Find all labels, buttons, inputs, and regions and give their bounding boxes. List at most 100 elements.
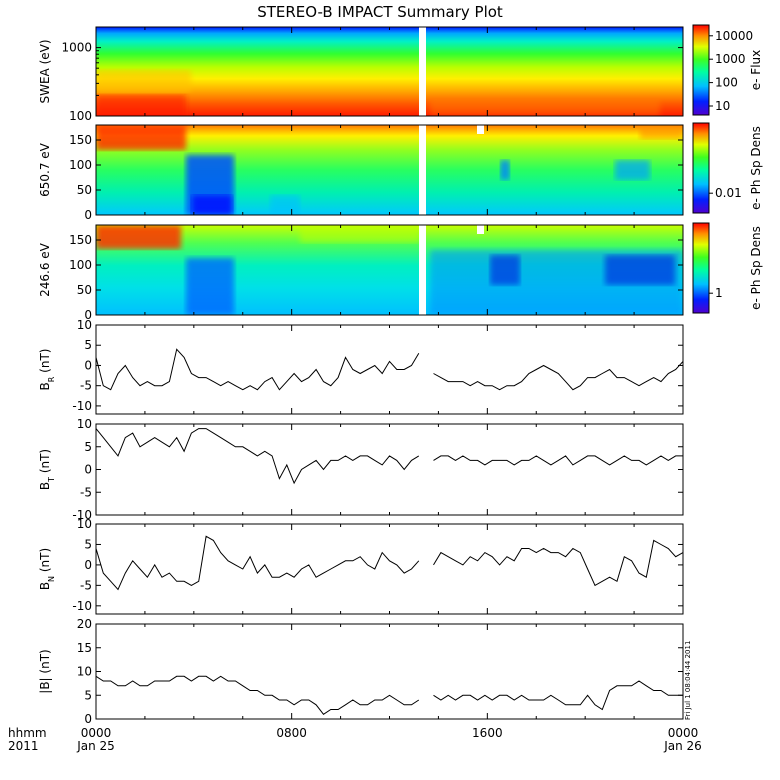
- pad246-data-gap: [419, 225, 426, 315]
- br-ytick-label: 0: [84, 358, 92, 372]
- pad650-ylabel: 650.7 eV: [38, 142, 52, 197]
- bn-ylabel-unit: (nT): [38, 548, 52, 576]
- br-ytick-label: 10: [77, 318, 92, 332]
- swea-colorbar: [692, 24, 710, 116]
- pad246-ytick-label: 100: [69, 258, 92, 272]
- bt-ylabel-unit: (nT): [38, 449, 52, 477]
- bmag-ytick-label: 15: [77, 641, 92, 655]
- br-ylabel-subscript: R: [47, 376, 56, 382]
- swea-flux-variation: [430, 100, 660, 116]
- br-series-line: [95, 348, 684, 391]
- bt-ylabel: BT (nT): [38, 449, 56, 490]
- bn-ytick-label: -5: [80, 578, 92, 592]
- bmag-ytick-label: 5: [84, 688, 92, 702]
- time-axis-date-label: Jan 25: [76, 739, 115, 753]
- pad650-ytick-label: 150: [69, 133, 92, 147]
- br-ytick-label: 5: [84, 338, 92, 352]
- bt-series-line: [95, 428, 683, 485]
- bn-ytick-label: 10: [77, 517, 92, 531]
- pad650-colorbar: [692, 122, 710, 214]
- bn-ytick-label: 0: [84, 558, 92, 572]
- br-frame: [95, 324, 684, 415]
- pad650-cold-patch: [615, 160, 650, 180]
- pad650-cold-patch: [270, 195, 300, 215]
- bmag-series-line: [95, 675, 683, 715]
- pad246-colorbar: [692, 222, 710, 314]
- bt-ylabel-main: B: [38, 482, 52, 490]
- pad246-ytick-label: 150: [69, 233, 92, 247]
- bt-ytick-label: 5: [84, 440, 92, 454]
- pad246-ytick-label: 50: [77, 283, 92, 297]
- pad246-ylabel: 246.6 eV: [38, 242, 52, 297]
- pad246-cbar-tick-label: 1: [715, 286, 723, 300]
- bmag-ylabel: |B| (nT): [38, 649, 52, 693]
- pad650-hot-patch: [96, 125, 186, 150]
- bt-frame: [95, 423, 684, 516]
- swea-spectrogram-panel: [95, 26, 684, 117]
- bn-frame: [95, 523, 684, 615]
- pad650-ytick-label: 100: [69, 158, 92, 172]
- swea-cbar-tick-label: 100: [715, 76, 738, 90]
- br-panel: [95, 324, 684, 415]
- swea-cbar-tick-label: 10000: [715, 29, 753, 43]
- time-axis-date-label: Jan 26: [663, 739, 702, 753]
- bn-ylabel-main: B: [38, 582, 52, 590]
- pad650-hot-patch: [640, 125, 683, 139]
- pad246-data-gap: [477, 225, 484, 234]
- pad246-hot-patch: [96, 225, 181, 249]
- pad650-data-gap: [419, 125, 426, 215]
- swea-ylabel: SWEA (eV): [38, 39, 52, 103]
- swea-flux-variation: [96, 95, 186, 116]
- bt-panel: [95, 423, 684, 516]
- swea-flux-variation: [96, 70, 191, 92]
- pad650-cbar-tick-label: 0.01: [715, 186, 742, 200]
- swea-cbar-tick-label: 10: [715, 99, 730, 113]
- swea-cbar-tick-label: 1000: [715, 52, 746, 66]
- bmag-ytick-label: 0: [84, 712, 92, 726]
- swea-data-gap: [419, 27, 426, 116]
- time-axis-tick-label: 0800: [276, 726, 307, 740]
- br-ylabel-main: B: [38, 382, 52, 390]
- bmag-ytick-label: 20: [77, 617, 92, 631]
- bn-ytick-label: -10: [72, 599, 92, 613]
- bn-panel: [95, 523, 684, 615]
- pad246-cbar-label: e- Ph Sp Dens: [749, 226, 763, 310]
- time-axis-left-label: hhmm: [8, 726, 47, 740]
- bt-ytick-label: -5: [80, 485, 92, 499]
- colorbars: [692, 24, 710, 314]
- bn-ylabel-subscript: N: [47, 576, 56, 582]
- swea-ytick-label: 100: [69, 109, 92, 123]
- pad650-cbar-label: e- Ph Sp Dens: [749, 126, 763, 210]
- bn-series-line: [95, 535, 684, 591]
- pad650-ytick-label: 50: [77, 183, 92, 197]
- plot-timestamp: Fri Jul 1 08:04:44 2011: [684, 641, 692, 720]
- pad246-ytick-label: 0: [84, 308, 92, 322]
- time-axis-tick-label: 0000: [668, 726, 699, 740]
- pad650-spectrogram-panel: [95, 124, 684, 216]
- time-axis-tick-label: 1600: [472, 726, 503, 740]
- pad650-cold-patch: [192, 195, 232, 215]
- bmag-panel: [95, 623, 684, 720]
- bn-ylabel: BN (nT): [38, 548, 56, 590]
- bmag-ytick-label: 10: [77, 665, 92, 679]
- bt-ytick-label: -10: [72, 508, 92, 522]
- bt-ylabel-subscript: T: [47, 477, 56, 483]
- swea-cbar-label: e- Flux: [749, 50, 763, 90]
- pad246-cold-patch: [605, 255, 675, 285]
- br-ytick-label: -10: [72, 399, 92, 413]
- pad246-cold-patch: [490, 255, 520, 285]
- bt-ytick-label: 10: [77, 417, 92, 431]
- br-ylabel-unit: (nT): [38, 349, 52, 377]
- br-ytick-label: -5: [80, 379, 92, 393]
- pad650-ytick-label: 0: [84, 208, 92, 222]
- time-axis-year-label: 2011: [8, 739, 39, 753]
- pad650-data-gap: [477, 125, 484, 134]
- bn-ytick-label: 5: [84, 537, 92, 551]
- pad246-cold-patch: [186, 258, 234, 315]
- bt-ytick-label: 0: [84, 463, 92, 477]
- pad246-hot-patch: [300, 225, 420, 243]
- time-axis-tick-label: 0000: [81, 726, 112, 740]
- plot-title: STEREO-B IMPACT Summary Plot: [257, 3, 503, 21]
